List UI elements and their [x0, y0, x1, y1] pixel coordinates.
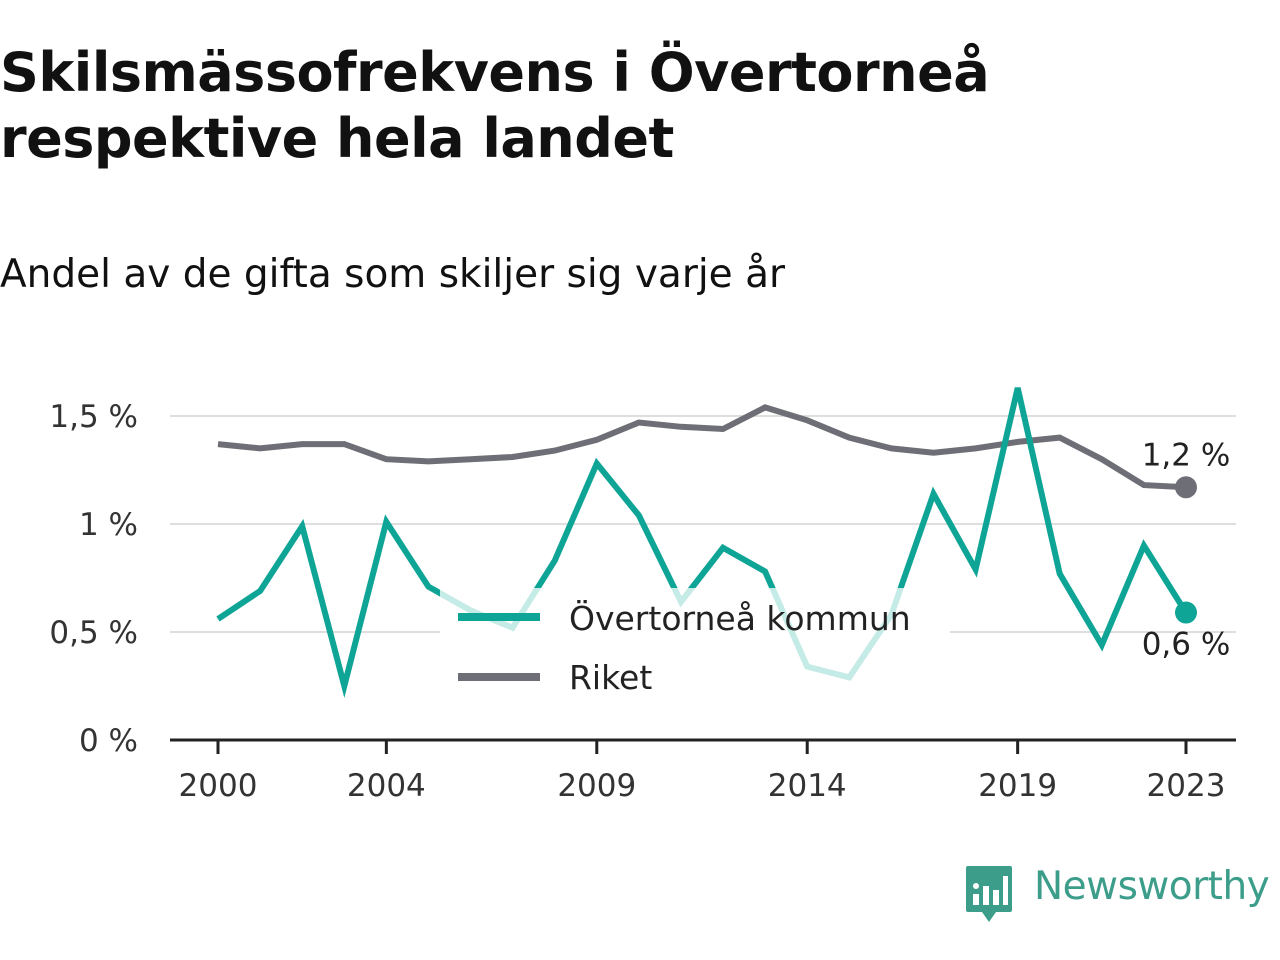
- y-tick-label: 0 %: [79, 723, 138, 759]
- x-tick-label: 2000: [179, 768, 258, 804]
- series-lines: [216, 387, 1189, 698]
- x-tick-label: 2019: [978, 768, 1057, 804]
- end-markers: 0,6 % 1,2 %: [1142, 437, 1231, 662]
- end-label-overtornea: 0,6 %: [1142, 627, 1231, 663]
- end-label-riket: 1,2 %: [1142, 437, 1231, 473]
- y-tick-label: 0,5 %: [49, 615, 138, 651]
- x-tick-label: 2004: [347, 768, 426, 804]
- y-tick-label: 1 %: [79, 507, 138, 543]
- series-line-overtornea: [216, 387, 1189, 698]
- brand-name: Newsworthy: [1034, 864, 1270, 909]
- legend-label-riket: Riket: [569, 658, 652, 697]
- x-tick-label: 2009: [557, 768, 636, 804]
- y-tick-label: 1,5 %: [49, 399, 138, 435]
- chart-title: Skilsmässofrekvens i Övertorneå respekti…: [0, 41, 990, 170]
- x-tick-label: 2014: [768, 768, 847, 804]
- newsworthy-logo-icon: [966, 866, 1012, 922]
- brand-logo: Newsworthy: [964, 864, 1270, 926]
- series-line-riket: [217, 404, 1187, 491]
- end-marker-riket: [1175, 476, 1197, 499]
- end-marker-overtornea: [1175, 601, 1197, 624]
- legend-label-overtornea: Övertorneå kommun: [569, 598, 911, 638]
- x-tick-label: 2023: [1147, 768, 1226, 804]
- chart-subtitle: Andel av de gifta som skiljer sig varje …: [0, 252, 786, 297]
- axes: 2000 2004 2009 2014 2019 2023: [170, 738, 1236, 804]
- legend: Övertorneå kommun Riket: [458, 598, 911, 697]
